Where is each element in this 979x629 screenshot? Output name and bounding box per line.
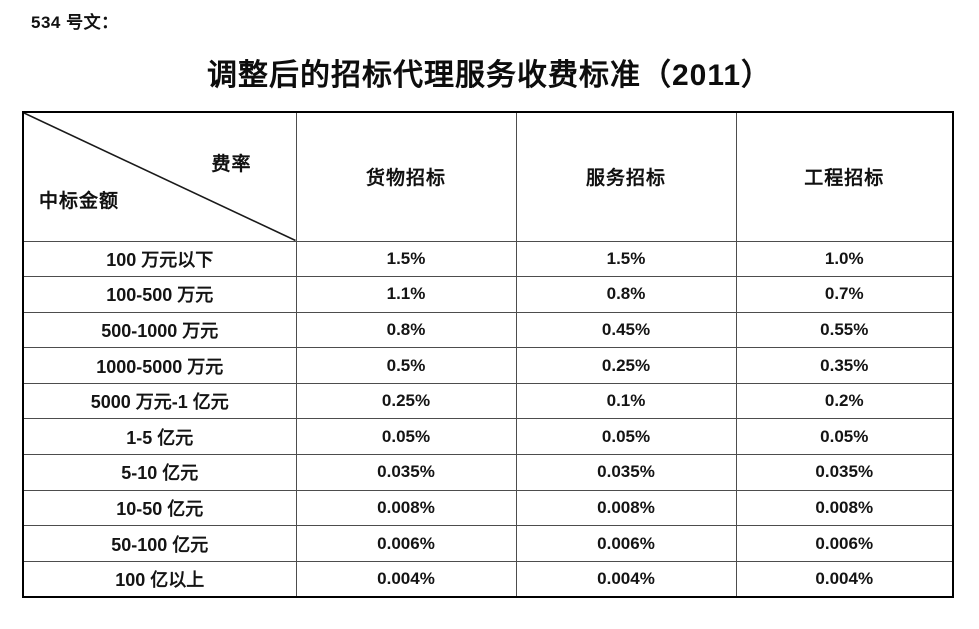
column-header-engineering: 工程招标 <box>735 111 954 242</box>
doc-number-label: 534 号文： <box>31 13 119 32</box>
fee-value-cell: 0.1% <box>515 382 737 420</box>
table-row: 5000 万元-1 亿元 0.25% 0.1% 0.2% <box>22 382 954 420</box>
fee-value-cell: 0.8% <box>515 276 737 313</box>
fee-value-cell: 0.035% <box>515 454 737 491</box>
column-header-goods: 货物招标 <box>295 111 517 242</box>
fee-rate-table: 费率 中标金额 货物招标 服务招标 工程招标 100 万元以下 1.5% 1.5… <box>22 111 954 598</box>
table-row: 100 亿以上 0.004% 0.004% 0.004% <box>22 560 954 598</box>
fee-value-cell: 0.004% <box>515 560 737 598</box>
table-header-row: 费率 中标金额 货物招标 服务招标 工程招标 <box>22 111 954 242</box>
fee-value-cell: 0.5% <box>295 347 517 384</box>
row-label-cell: 5-10 亿元 <box>22 454 297 491</box>
table-row: 5-10 亿元 0.035% 0.035% 0.035% <box>22 454 954 491</box>
fee-value-cell: 0.55% <box>735 311 954 349</box>
table-row: 100 万元以下 1.5% 1.5% 1.0% <box>22 240 954 278</box>
table-row: 1-5 亿元 0.05% 0.05% 0.05% <box>22 418 954 456</box>
table-row: 100-500 万元 1.1% 0.8% 0.7% <box>22 276 954 313</box>
corner-label-amount: 中标金额 <box>39 190 120 212</box>
fee-value-cell: 0.25% <box>295 382 517 420</box>
row-label-cell: 100-500 万元 <box>22 276 297 313</box>
fee-value-cell: 0.05% <box>735 418 954 456</box>
row-label-cell: 10-50 亿元 <box>22 489 297 527</box>
fee-value-cell: 0.006% <box>515 525 737 562</box>
corner-label-rate: 费率 <box>211 154 252 175</box>
fee-value-cell: 0.035% <box>295 454 517 491</box>
fee-value-cell: 0.008% <box>295 489 517 527</box>
row-label-cell: 1000-5000 万元 <box>22 347 297 384</box>
fee-value-cell: 0.004% <box>295 560 517 598</box>
row-label-cell: 1-5 亿元 <box>22 418 297 456</box>
fee-value-cell: 0.05% <box>295 418 517 456</box>
row-label-cell: 500-1000 万元 <box>22 311 297 349</box>
row-label-cell: 100 亿以上 <box>22 560 297 598</box>
fee-value-cell: 0.7% <box>735 276 954 313</box>
column-header-services: 服务招标 <box>515 111 737 242</box>
fee-value-cell: 0.05% <box>515 418 737 456</box>
fee-value-cell: 0.35% <box>735 347 954 384</box>
fee-value-cell: 1.1% <box>295 276 517 313</box>
diagonal-divider-line <box>24 113 296 241</box>
fee-value-cell: 0.004% <box>735 560 954 598</box>
fee-value-cell: 1.5% <box>515 240 737 278</box>
fee-value-cell: 0.008% <box>515 489 737 527</box>
fee-value-cell: 0.2% <box>735 382 954 420</box>
table-row: 500-1000 万元 0.8% 0.45% 0.55% <box>22 311 954 349</box>
row-label-cell: 5000 万元-1 亿元 <box>22 382 297 420</box>
fee-value-cell: 0.006% <box>735 525 954 562</box>
fee-value-cell: 0.25% <box>515 347 737 384</box>
fee-value-cell: 0.006% <box>295 525 517 562</box>
fee-value-cell: 1.0% <box>735 240 954 278</box>
fee-value-cell: 0.45% <box>515 311 737 349</box>
table-row: 50-100 亿元 0.006% 0.006% 0.006% <box>22 525 954 562</box>
corner-header-cell: 费率 中标金额 <box>22 111 297 242</box>
fee-value-cell: 0.008% <box>735 489 954 527</box>
table-row: 10-50 亿元 0.008% 0.008% 0.008% <box>22 489 954 527</box>
fee-value-cell: 0.8% <box>295 311 517 349</box>
table-row: 1000-5000 万元 0.5% 0.25% 0.35% <box>22 347 954 384</box>
page-title: 调整后的招标代理服务收费标准（2011） <box>206 59 773 92</box>
fee-value-cell: 1.5% <box>295 240 517 278</box>
row-label-cell: 50-100 亿元 <box>22 525 297 562</box>
row-label-cell: 100 万元以下 <box>22 240 297 278</box>
fee-value-cell: 0.035% <box>735 454 954 491</box>
